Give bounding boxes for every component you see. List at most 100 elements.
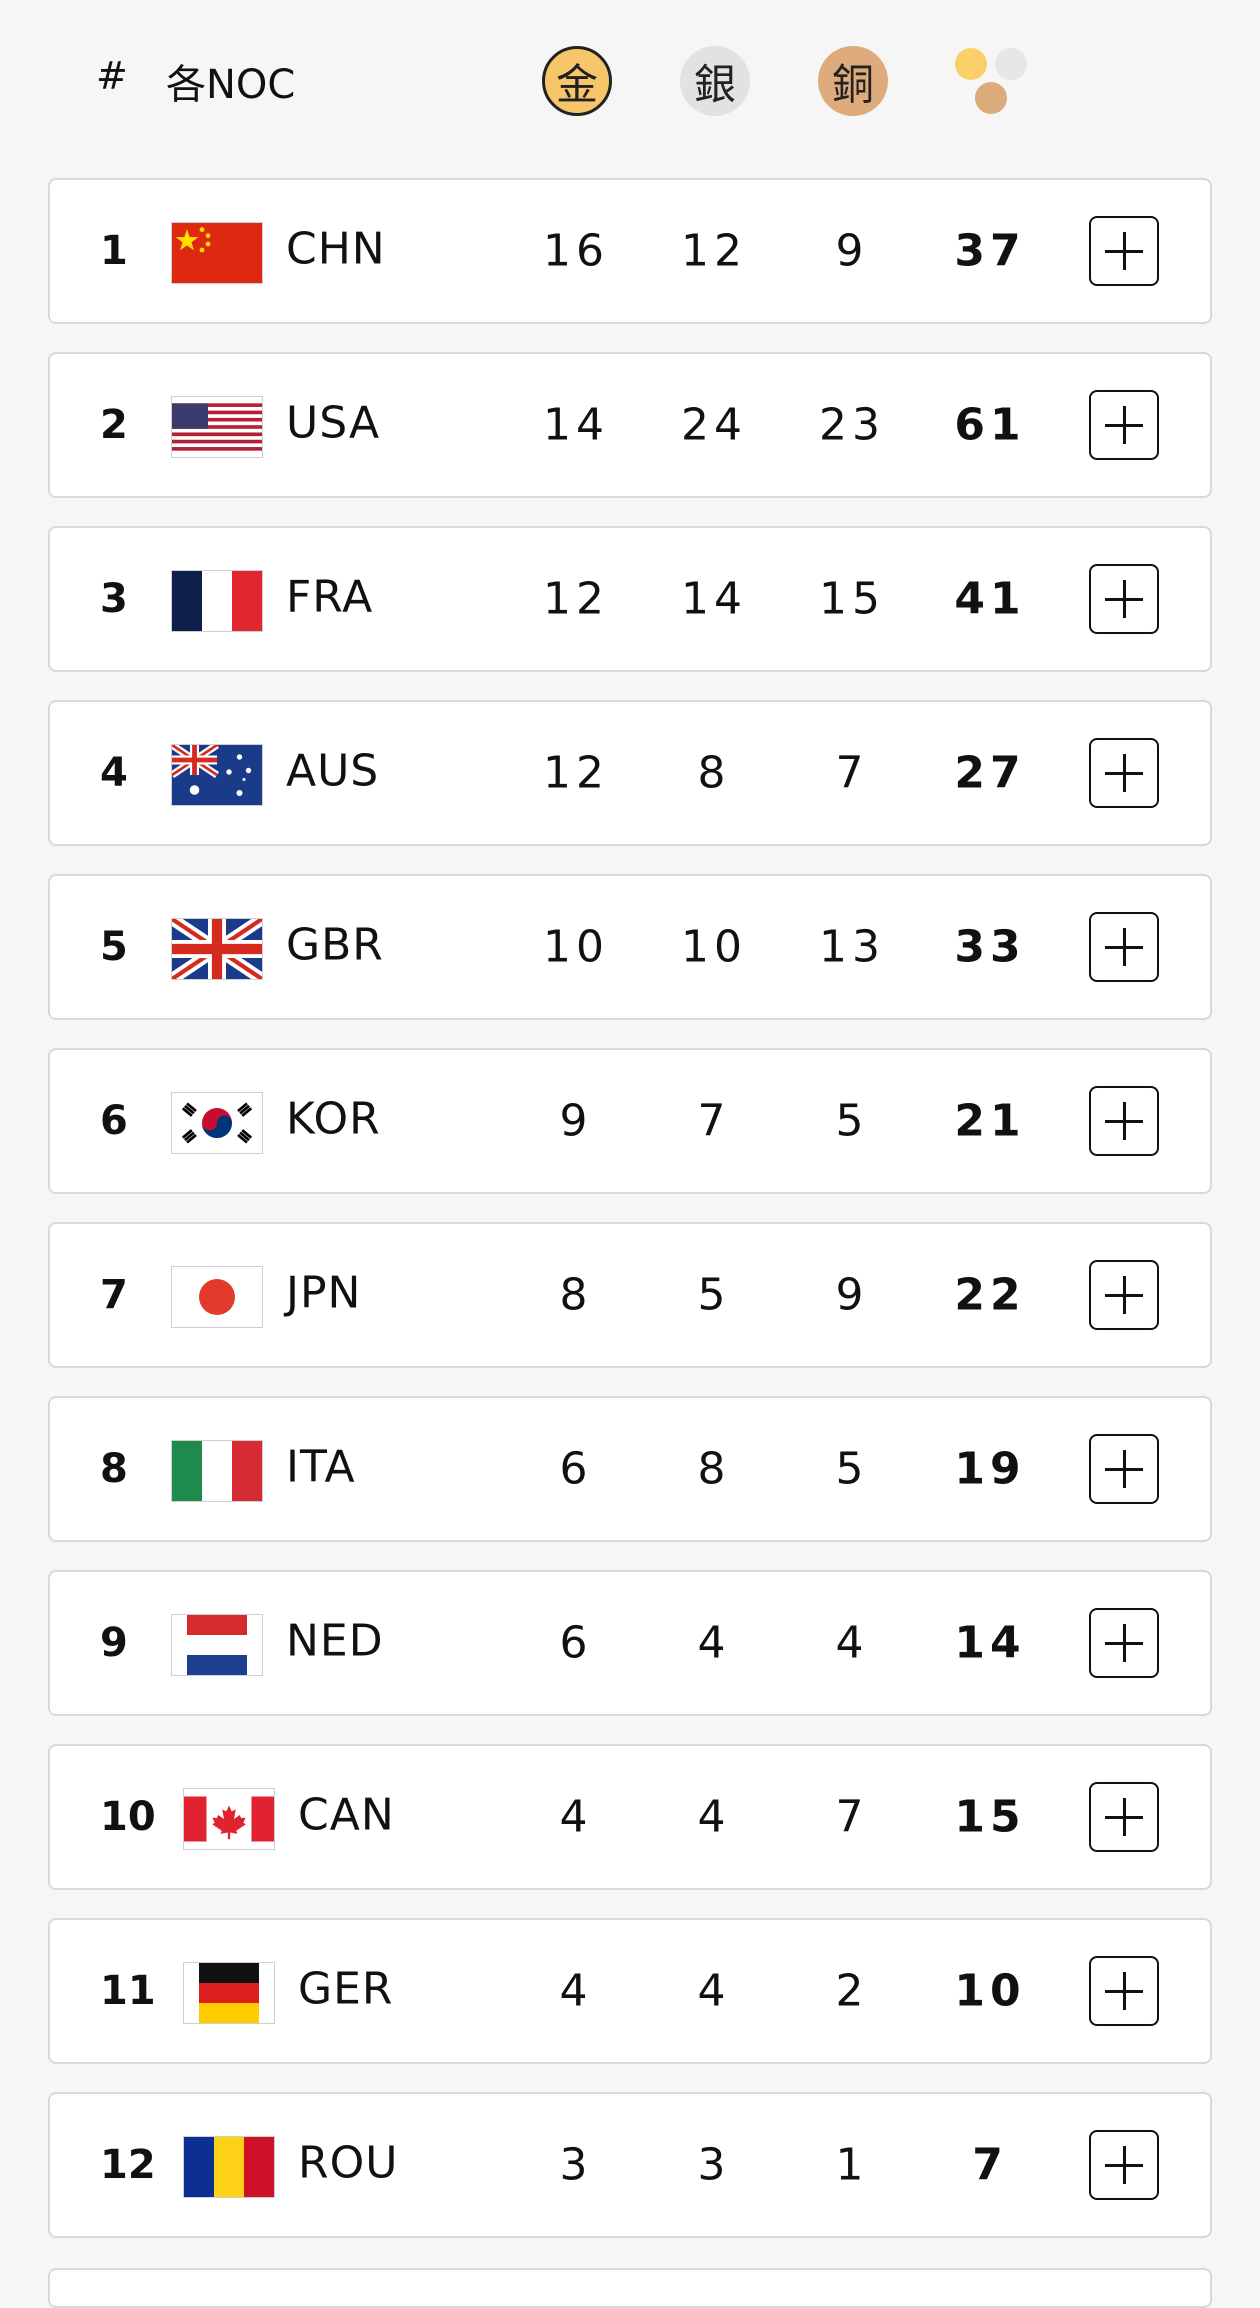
total-count: 14 xyxy=(954,1617,1026,1669)
gold-medal-icon[interactable]: 金 xyxy=(542,46,612,116)
usa-flag-icon xyxy=(171,396,263,458)
noc-column-header: 各NOC xyxy=(166,62,296,108)
medal-table: 1 CHN 16 12 9 37 2 USA 14 24 23 61 3 FRA 12 14 15 41 4 AUS 1… xyxy=(48,178,1212,2266)
silver-count: 24 xyxy=(681,399,747,451)
total-count: 21 xyxy=(954,1095,1026,1147)
aus-flag-icon xyxy=(171,744,263,806)
noc-code[interactable]: KOR xyxy=(286,1093,381,1145)
gold-count: 4 xyxy=(559,1791,593,1843)
noc-code[interactable]: CHN xyxy=(286,223,386,275)
bronze-count: 13 xyxy=(819,921,885,973)
expand-plus-icon[interactable] xyxy=(1089,1782,1159,1852)
gold-count: 16 xyxy=(543,225,609,277)
expand-plus-icon[interactable] xyxy=(1089,1956,1159,2026)
total-count: 33 xyxy=(954,921,1026,973)
gold-count: 12 xyxy=(543,573,609,625)
table-header: # 各NOC 金 銀 銅 xyxy=(0,0,1260,160)
table-row[interactable]: 5 GBR 10 10 13 33 xyxy=(48,874,1212,1020)
noc-code[interactable]: ROU xyxy=(298,2137,399,2189)
total-count: 61 xyxy=(954,399,1026,451)
rank-number: 3 xyxy=(100,576,128,622)
bronze-count: 15 xyxy=(819,573,885,625)
total-count: 41 xyxy=(954,573,1026,625)
expand-plus-icon[interactable] xyxy=(1089,912,1159,982)
gold-count: 14 xyxy=(543,399,609,451)
silver-medal-icon[interactable]: 銀 xyxy=(680,46,750,116)
table-row[interactable]: 12 ROU 3 3 1 7 xyxy=(48,2092,1212,2238)
rank-number: 7 xyxy=(100,1272,128,1318)
table-row-partial[interactable] xyxy=(48,2268,1212,2308)
can-flag-icon xyxy=(183,1788,275,1850)
table-row[interactable]: 9 NED 6 4 4 14 xyxy=(48,1570,1212,1716)
fra-flag-icon xyxy=(171,570,263,632)
silver-count: 4 xyxy=(697,1791,731,1843)
bronze-count: 9 xyxy=(835,1269,869,1321)
expand-plus-icon[interactable] xyxy=(1089,390,1159,460)
total-count: 22 xyxy=(954,1269,1026,1321)
gold-count: 12 xyxy=(543,747,609,799)
noc-code[interactable]: FRA xyxy=(286,571,374,623)
bronze-count: 7 xyxy=(835,1791,869,1843)
table-row[interactable]: 1 CHN 16 12 9 37 xyxy=(48,178,1212,324)
total-count: 19 xyxy=(954,1443,1026,1495)
expand-plus-icon[interactable] xyxy=(1089,1086,1159,1156)
silver-count: 5 xyxy=(697,1269,731,1321)
ger-flag-icon xyxy=(183,1962,275,2024)
expand-plus-icon[interactable] xyxy=(1089,564,1159,634)
silver-count: 8 xyxy=(697,747,731,799)
noc-code[interactable]: NED xyxy=(286,1615,384,1667)
table-row[interactable]: 6 KOR 9 7 5 21 xyxy=(48,1048,1212,1194)
bronze-count: 4 xyxy=(835,1617,869,1669)
expand-plus-icon[interactable] xyxy=(1089,738,1159,808)
table-row[interactable]: 2 USA 14 24 23 61 xyxy=(48,352,1212,498)
table-row[interactable]: 7 JPN 8 5 9 22 xyxy=(48,1222,1212,1368)
rank-number: 10 xyxy=(100,1794,156,1840)
bronze-count: 5 xyxy=(835,1095,869,1147)
kor-flag-icon xyxy=(171,1092,263,1154)
total-count: 10 xyxy=(954,1965,1026,2017)
chn-flag-icon xyxy=(171,222,263,284)
total-count: 37 xyxy=(954,225,1026,277)
noc-code[interactable]: GER xyxy=(298,1963,394,2015)
expand-plus-icon[interactable] xyxy=(1089,1608,1159,1678)
noc-code[interactable]: GBR xyxy=(286,919,384,971)
gold-count: 3 xyxy=(559,2139,593,2191)
noc-code[interactable]: ITA xyxy=(286,1441,356,1493)
gold-count: 4 xyxy=(559,1965,593,2017)
expand-plus-icon[interactable] xyxy=(1089,216,1159,286)
bronze-count: 1 xyxy=(835,2139,869,2191)
total-medals-icon[interactable] xyxy=(955,48,1035,118)
table-row[interactable]: 4 AUS 12 8 7 27 xyxy=(48,700,1212,846)
noc-code[interactable]: JPN xyxy=(286,1267,362,1319)
rank-number: 4 xyxy=(100,750,128,796)
silver-count: 10 xyxy=(681,921,747,973)
expand-plus-icon[interactable] xyxy=(1089,2130,1159,2200)
table-row[interactable]: 3 FRA 12 14 15 41 xyxy=(48,526,1212,672)
rank-number: 2 xyxy=(100,402,128,448)
total-count: 7 xyxy=(972,2139,1008,2191)
noc-code[interactable]: CAN xyxy=(298,1789,395,1841)
noc-code[interactable]: USA xyxy=(286,397,381,449)
rank-number: 12 xyxy=(100,2142,156,2188)
expand-plus-icon[interactable] xyxy=(1089,1434,1159,1504)
gold-count: 8 xyxy=(559,1269,593,1321)
silver-count: 14 xyxy=(681,573,747,625)
silver-dot xyxy=(995,48,1027,80)
rou-flag-icon xyxy=(183,2136,275,2198)
bronze-medal-icon[interactable]: 銅 xyxy=(818,46,888,116)
rank-number: 5 xyxy=(100,924,128,970)
silver-count: 7 xyxy=(697,1095,731,1147)
noc-code[interactable]: AUS xyxy=(286,745,380,797)
rank-column-header: # xyxy=(96,54,128,98)
bronze-count: 5 xyxy=(835,1443,869,1495)
table-row[interactable]: 10 CAN 4 4 7 15 xyxy=(48,1744,1212,1890)
rank-number: 8 xyxy=(100,1446,128,1492)
table-row[interactable]: 8 ITA 6 8 5 19 xyxy=(48,1396,1212,1542)
silver-count: 4 xyxy=(697,1965,731,2017)
gold-count: 6 xyxy=(559,1617,593,1669)
bronze-dot xyxy=(975,82,1007,114)
expand-plus-icon[interactable] xyxy=(1089,1260,1159,1330)
table-row[interactable]: 11 GER 4 4 2 10 xyxy=(48,1918,1212,2064)
rank-number: 1 xyxy=(100,228,128,274)
gold-dot xyxy=(955,48,987,80)
